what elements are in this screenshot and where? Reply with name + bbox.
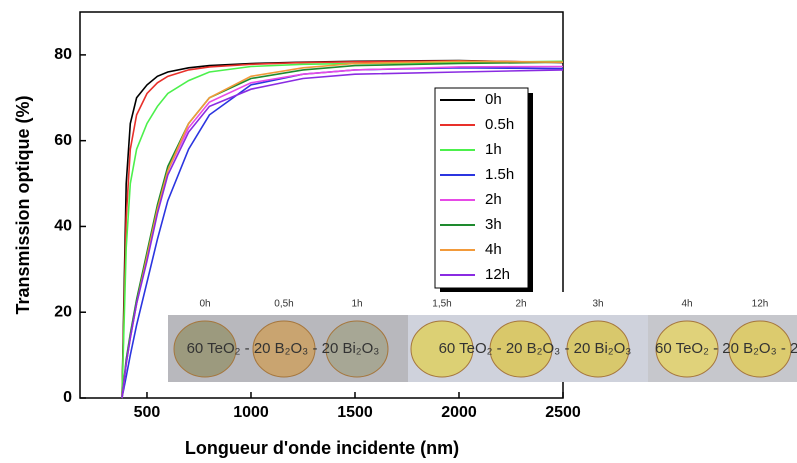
legend-label: 1.5h [485, 166, 514, 183]
inset-label: 2h [515, 299, 526, 310]
inset-label: 4h [681, 299, 692, 310]
glass-sample [410, 320, 474, 378]
inset-label: 0h [199, 299, 210, 310]
y-tick-label: 0 [63, 389, 72, 406]
legend-label: 1h [485, 141, 502, 158]
inset-composition: 60 TeO₂ - 20 B₂O₃ - 20 Bi₂O₃ [187, 340, 380, 357]
x-tick-label: 2500 [545, 404, 581, 421]
glass-sample [566, 320, 630, 378]
glass-sample [173, 320, 237, 378]
inset-composition: 60 TeO₂ - 20 B₂O₃ - 20 Bi₂O₃ [655, 340, 797, 357]
legend-label: 0h [485, 91, 502, 108]
glass-sample [489, 320, 553, 378]
inset-label-bg [168, 292, 797, 315]
series-line [121, 60, 564, 399]
x-tick-label: 2000 [441, 404, 477, 421]
legend-label: 2h [485, 191, 502, 208]
glass-sample [252, 320, 316, 378]
x-tick-label: 500 [134, 404, 161, 421]
x-axis-title: Longueur d'onde incidente (nm) [185, 438, 459, 458]
legend-label: 0.5h [485, 116, 514, 133]
inset-label: 12h [752, 299, 769, 310]
x-tick-label: 1500 [337, 404, 373, 421]
y-tick-label: 40 [54, 218, 72, 235]
legend-box [434, 87, 529, 289]
inset-label: 3h [592, 299, 603, 310]
y-tick-label: 20 [54, 303, 72, 320]
glass-sample [325, 320, 389, 378]
x-tick-label: 1000 [233, 404, 269, 421]
inset-label: 0,5h [274, 299, 293, 310]
glass-sample [728, 320, 792, 378]
plot-frame [79, 11, 564, 399]
series-line [121, 69, 564, 399]
legend-label: 12h [485, 266, 510, 283]
y-tick-label: 80 [54, 46, 72, 63]
inset-composition: 60 TeO₂ - 20 B₂O₃ - 20 Bi₂O₃ [439, 340, 632, 357]
y-axis-title: Transmission optique (%) [13, 95, 33, 314]
inset-label: 1h [351, 299, 362, 310]
legend-label: 3h [485, 216, 502, 233]
inset-label: 1,5h [432, 299, 451, 310]
legend-label: 4h [485, 241, 502, 258]
y-tick-label: 60 [54, 132, 72, 149]
glass-sample [655, 320, 719, 378]
